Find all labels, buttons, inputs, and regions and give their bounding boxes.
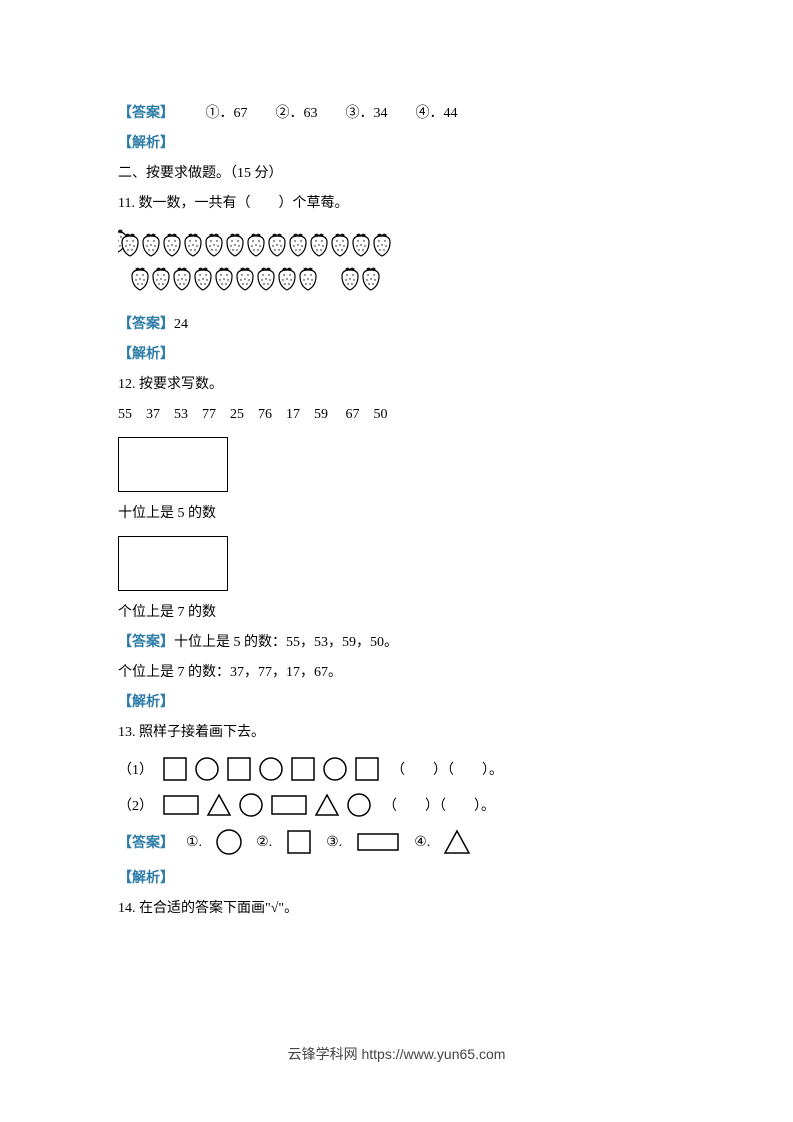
circle-icon — [237, 791, 265, 819]
rectangle-icon — [161, 791, 201, 819]
q13-row-1: （1） （ ）（ ）。 — [118, 755, 733, 783]
footer-text: 云锋学科网 https://www.yun65.com — [288, 1046, 506, 1062]
section-2-title: 二、按要求做题。（15 分） — [118, 160, 733, 188]
answer-10: 【答案】 ①．67 ②．63 ③．34 ④．44 — [118, 100, 733, 128]
analysis-label: 【解析】 — [118, 136, 174, 151]
square-icon — [161, 755, 189, 783]
footer: 云锋学科网 https://www.yun65.com — [0, 1044, 793, 1064]
q12-numbers: 55 37 53 77 25 76 17 59 67 50 — [118, 401, 733, 429]
circle-icon — [257, 755, 285, 783]
q12-answer: 【答案】十位上是 5 的数：55，53，59，50。 — [118, 629, 733, 657]
answer-label: 【答案】 — [118, 106, 174, 121]
circle-icon — [193, 755, 221, 783]
rectangle-icon — [354, 827, 402, 857]
analysis-10: 【解析】 — [118, 130, 733, 158]
q13-row1-label: （1） — [118, 759, 153, 779]
q12-box-2 — [118, 536, 228, 591]
q11-answer-value: 24 — [174, 317, 188, 332]
q12-label-1: 十位上是 5 的数 — [118, 500, 733, 528]
ans-num-4: ④. — [414, 834, 430, 851]
analysis-13: 【解析】 — [118, 865, 733, 893]
square-icon — [284, 827, 314, 857]
square-icon — [353, 755, 381, 783]
square-icon — [225, 755, 253, 783]
analysis-label: 【解析】 — [118, 695, 174, 710]
analysis-label: 【解析】 — [118, 871, 174, 886]
q12-label-2: 个位上是 7 的数 — [118, 599, 733, 627]
q13-row1-blanks: （ ）（ ）。 — [391, 759, 503, 779]
strawberry-image — [118, 226, 398, 303]
circle-icon — [321, 755, 349, 783]
analysis-12: 【解析】 — [118, 689, 733, 717]
q13-row-2: （2） （ ）（ ）。 — [118, 791, 733, 819]
q11-text: 11. 数一数，一共有（ ）个草莓。 — [118, 190, 733, 218]
q13-title: 13. 照样子接着画下去。 — [118, 719, 733, 747]
q12-box-1 — [118, 437, 228, 492]
ans-num-3: ③. — [326, 834, 342, 851]
circle-icon — [214, 827, 244, 857]
triangle-icon — [205, 791, 233, 819]
ans-num-2: ②. — [256, 834, 272, 851]
q12-answer-1: 十位上是 5 的数：55，53，59，50。 — [174, 635, 398, 650]
analysis-11: 【解析】 — [118, 341, 733, 369]
analysis-label: 【解析】 — [118, 347, 174, 362]
q14-title: 14. 在合适的答案下面画"√"。 — [118, 895, 733, 923]
q13-row2-blanks: （ ）（ ）。 — [383, 795, 495, 815]
triangle-icon — [313, 791, 341, 819]
answer-10-content: ①．67 ②．63 ③．34 ④．44 — [178, 106, 458, 121]
ans-num-1: ①. — [186, 834, 202, 851]
triangle-icon — [442, 827, 472, 857]
q12-title: 12. 按要求写数。 — [118, 371, 733, 399]
answer-label: 【答案】 — [118, 317, 174, 332]
answer-label: 【答案】 — [118, 832, 174, 852]
q13-answer: 【答案】 ①. ②. ③. ④. — [118, 827, 733, 857]
square-icon — [289, 755, 317, 783]
circle-icon — [345, 791, 373, 819]
answer-label: 【答案】 — [118, 635, 174, 650]
rectangle-icon — [269, 791, 309, 819]
q12-answer-2: 个位上是 7 的数：37，77，17，67。 — [118, 659, 733, 687]
q11-answer: 【答案】24 — [118, 311, 733, 339]
q13-row2-label: （2） — [118, 795, 153, 815]
